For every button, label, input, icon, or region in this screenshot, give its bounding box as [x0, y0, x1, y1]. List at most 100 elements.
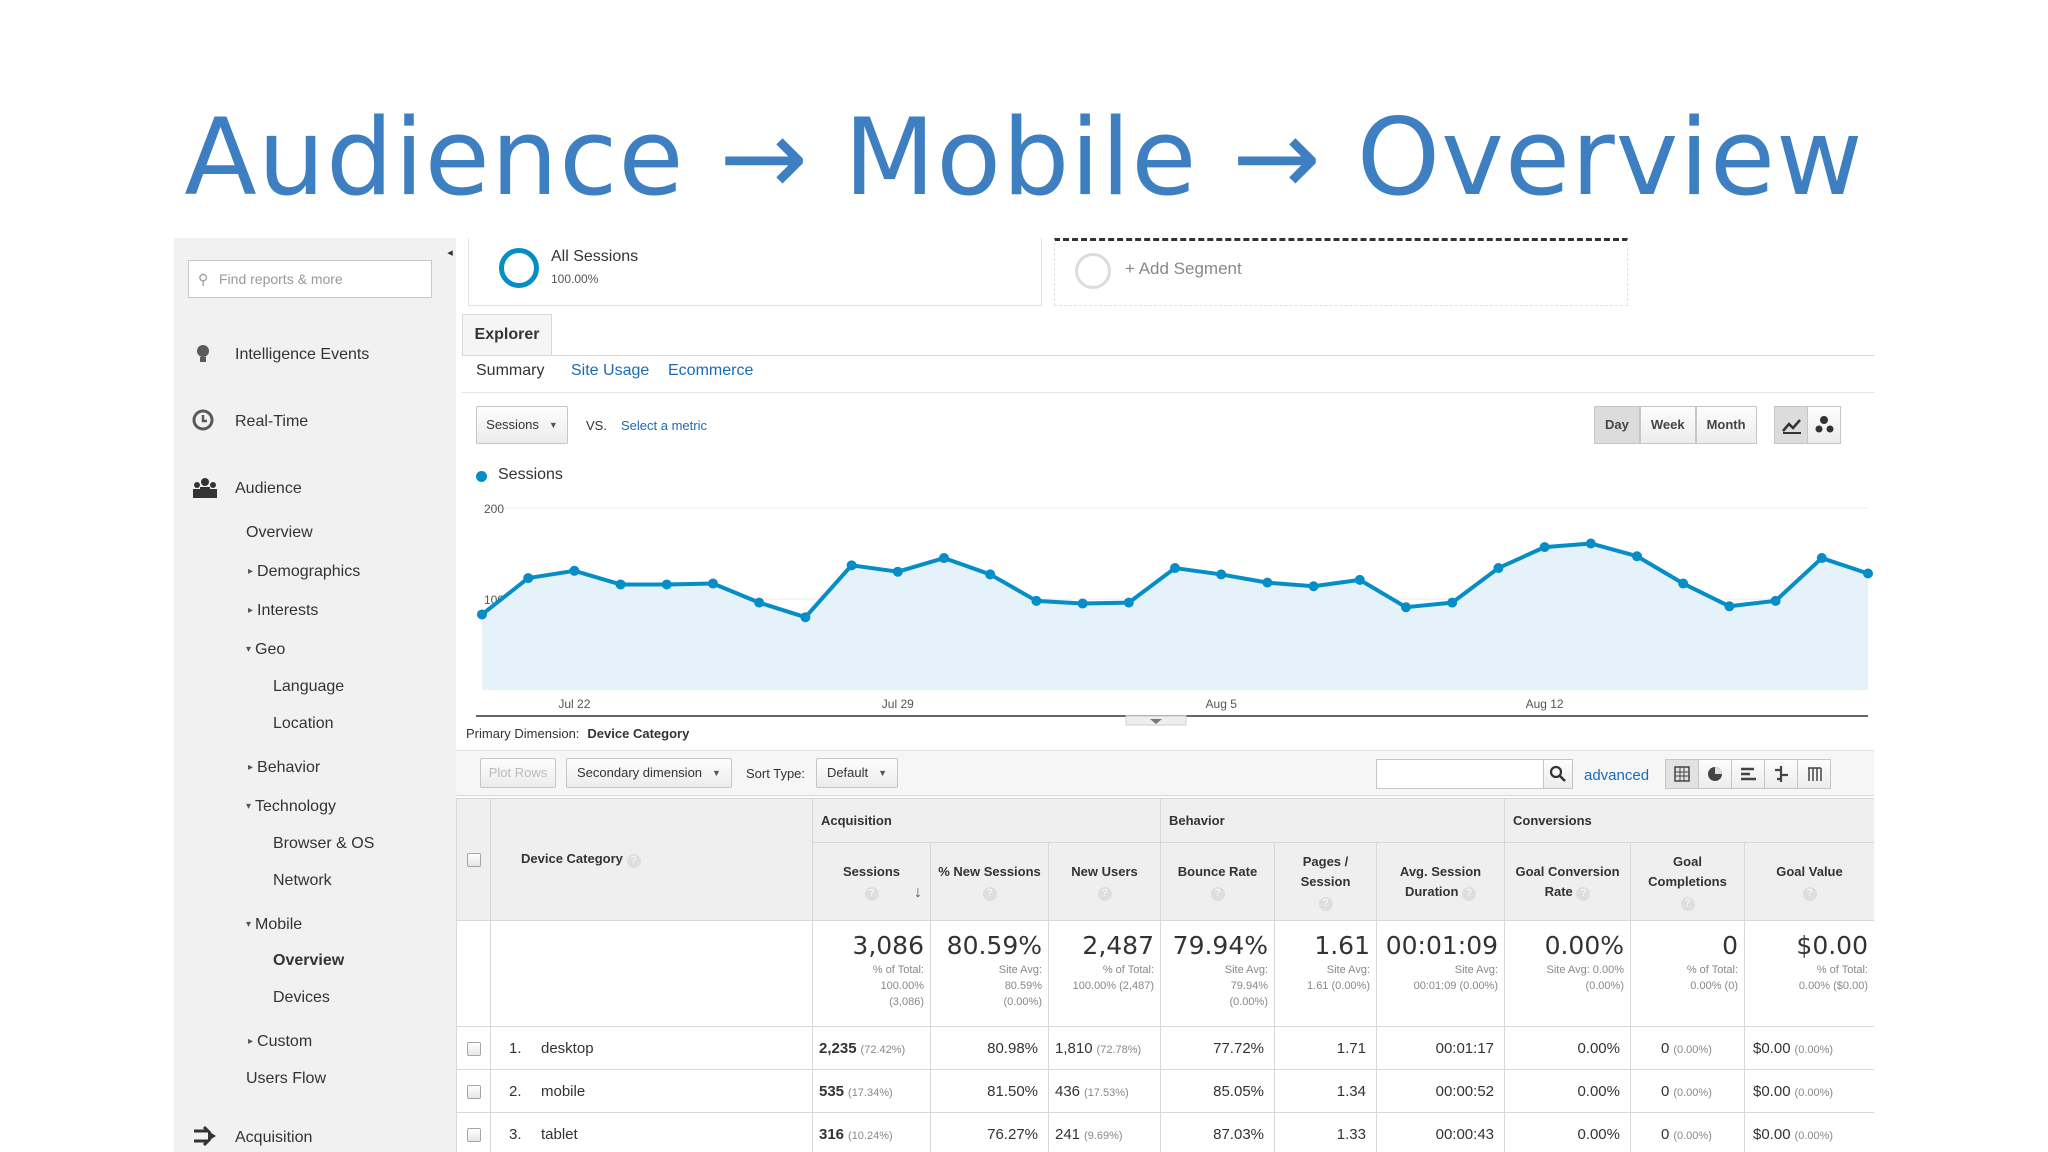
table-row[interactable]: 3. tablet 316 (10.24%) 76.27% 241 (9.69%) 87.03… [456, 1112, 1874, 1152]
motion-chart-button[interactable] [1807, 406, 1841, 444]
new-sessions-cell: 76.27% [930, 1112, 1049, 1152]
expand-icon: ▸ [248, 1036, 254, 1047]
device-link[interactable]: mobile [541, 1082, 586, 1100]
column-header-goal-completions[interactable]: Goal Completions? [1630, 842, 1745, 921]
total-value: 79.94% [1172, 931, 1268, 960]
new-users-cell: 436 (17.53%) [1048, 1069, 1161, 1113]
column-header-goal-conversion-rate[interactable]: Goal Conversion Rate ? [1504, 842, 1631, 921]
data-point [523, 573, 534, 584]
chevron-down-icon: ▼ [878, 768, 888, 778]
data-point [939, 553, 949, 564]
data-point [1539, 542, 1550, 553]
comparison-view-button[interactable] [1764, 759, 1798, 789]
sidebar-item-custom[interactable]: ▸ Custom [248, 1033, 313, 1050]
add-segment-label: + Add Segment [1125, 259, 1242, 278]
total-subtext: % of Total: 100.00% (2,487) [1072, 964, 1154, 992]
month-button[interactable]: Month [1695, 406, 1757, 444]
sort-type-select[interactable]: Default ▼ [816, 758, 898, 788]
table-row[interactable]: 2. mobile 535 (17.34%) 81.50% 436 (17.53%) 85.0… [456, 1069, 1874, 1113]
column-header-new-users[interactable]: New Users? [1048, 842, 1161, 921]
search-input[interactable]: ⚲ Find reports & more [188, 260, 432, 298]
total-cell: 80.59% Site Avg: 80.59% (0.00%) [930, 920, 1049, 1027]
column-header-device-category[interactable]: Device Category ? [490, 798, 813, 921]
line-chart-button[interactable] [1774, 406, 1808, 444]
sidebar-item-mobile-overview[interactable]: Overview [273, 952, 345, 969]
plot-rows-button[interactable]: Plot Rows [480, 758, 556, 788]
metric-select[interactable]: Sessions ▼ [476, 406, 568, 444]
segment-ring-icon [499, 248, 539, 288]
column-header-avg-session-duration[interactable]: Avg. Session Duration ? [1376, 842, 1505, 921]
sidebar-item-browser-os[interactable]: Browser & OS [273, 835, 375, 852]
data-point [985, 569, 996, 580]
pages-session-value: 1.71 [1336, 1039, 1366, 1057]
sidebar-item-devices[interactable]: Devices [273, 989, 330, 1006]
device-link[interactable]: tablet [541, 1125, 578, 1143]
total-subtext: % of Total: 0.00% ($0.00) [1798, 964, 1868, 992]
column-header-bounce-rate[interactable]: Bounce Rate? [1160, 842, 1275, 921]
subtab-summary[interactable]: Summary [476, 362, 545, 379]
chevron-down-icon: ▼ [712, 768, 721, 778]
group-header-acquisition: Acquisition [812, 798, 1161, 843]
sidebar-item-mobile[interactable]: ▾ Mobile [246, 916, 303, 933]
column-header-new-sessions[interactable]: % New Sessions? [930, 842, 1049, 921]
sidebar-item-language[interactable]: Language [273, 678, 345, 695]
sidebar-item-geo[interactable]: ▾ Geo [246, 641, 286, 658]
goal-value-percent: (0.00%) [1794, 1043, 1834, 1056]
x-tick-label: Aug 12 [1526, 697, 1564, 711]
collapse-sidebar-icon[interactable]: ◂ [444, 238, 456, 268]
device-category-cell: 1. desktop [490, 1026, 813, 1070]
add-segment-box[interactable]: + Add Segment [1054, 238, 1628, 306]
row-checkbox[interactable] [466, 1127, 481, 1142]
total-value: 0 [1722, 931, 1738, 960]
filter-search-button[interactable] [1543, 759, 1573, 789]
sidebar-item-network[interactable]: Network [273, 872, 332, 889]
column-header-pages-session[interactable]: Pages / Session? [1274, 842, 1377, 921]
week-button[interactable]: Week [1639, 406, 1696, 444]
sidebar-item-technology[interactable]: ▾ Technology [246, 798, 336, 815]
column-header-sessions[interactable]: Sessions? ↓ [812, 842, 931, 921]
sidebar-item-overview[interactable]: Overview [246, 524, 313, 541]
advanced-filter-link[interactable]: advanced [1584, 767, 1650, 784]
pie-view-button[interactable] [1698, 759, 1732, 789]
column-header-goal-value[interactable]: Goal Value? [1744, 842, 1874, 921]
segment-all-sessions[interactable]: All Sessions 100.00% [468, 238, 1042, 306]
table-filter-input[interactable] [1376, 759, 1544, 789]
sidebar-item-behavior[interactable]: ▸ Behavior [248, 759, 321, 776]
table-view-selector [1665, 759, 1831, 789]
expand-icon: ▸ [248, 762, 254, 773]
row-checkbox[interactable] [466, 1084, 481, 1099]
performance-view-button[interactable] [1731, 759, 1765, 789]
data-point [1816, 553, 1827, 564]
pages-session-cell: 1.33 [1274, 1112, 1377, 1152]
device-link[interactable]: desktop [541, 1039, 594, 1057]
goal-value-percent: (0.00%) [1794, 1086, 1834, 1099]
conversion-rate-value: 0.00% [1577, 1125, 1620, 1143]
sidebar-item-demographics[interactable]: ▸ Demographics [248, 563, 361, 580]
tab-explorer[interactable]: Explorer [462, 314, 552, 356]
select-metric-link[interactable]: Select a metric [621, 418, 707, 433]
primary-dimension-value[interactable]: Device Category [587, 726, 690, 741]
day-button[interactable]: Day [1594, 406, 1640, 444]
data-point [1632, 551, 1642, 562]
data-point [1493, 563, 1504, 574]
select-all-checkbox[interactable] [466, 853, 481, 868]
term-cloud-view-button[interactable] [1797, 759, 1831, 789]
data-point [708, 578, 718, 589]
sidebar-item-users-flow[interactable]: Users Flow [246, 1070, 327, 1087]
table-row[interactable]: 1. desktop 2,235 (72.42%) 80.98% 1,810 (72.78%… [456, 1026, 1874, 1070]
total-subtext: Site Avg: 1.61 (0.00%) [1307, 964, 1370, 992]
new-sessions-cell: 81.50% [930, 1069, 1049, 1113]
total-value: 1.61 [1314, 931, 1370, 960]
sidebar-item-interests[interactable]: ▸ Interests [248, 602, 319, 619]
total-value: 3,086 [852, 931, 924, 960]
subtab-site-usage[interactable]: Site Usage [571, 362, 650, 379]
sidebar-item-location[interactable]: Location [273, 715, 334, 732]
row-checkbox[interactable] [466, 1041, 481, 1056]
secondary-dimension-select[interactable]: Secondary dimension ▼ [566, 758, 732, 788]
data-table-view-button[interactable] [1665, 759, 1699, 789]
primary-dimension: Primary Dimension: Device Category [466, 726, 689, 741]
subtab-ecommerce[interactable]: Ecommerce [668, 362, 754, 379]
new-users-number: 241 [1055, 1125, 1081, 1143]
data-point [1724, 601, 1735, 612]
